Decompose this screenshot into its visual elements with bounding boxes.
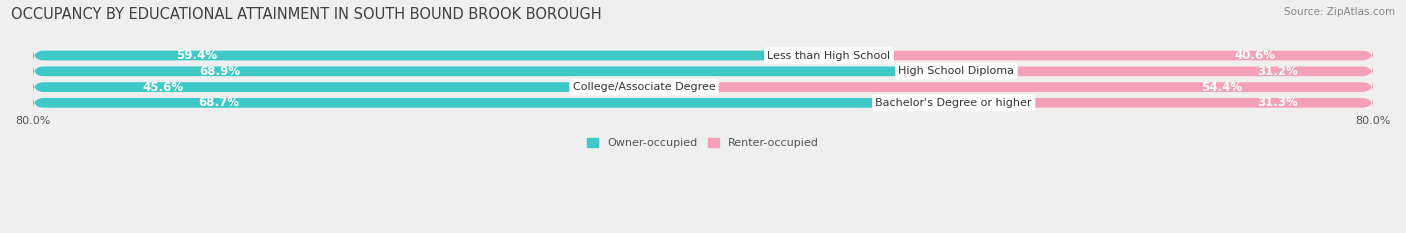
Text: Source: ZipAtlas.com: Source: ZipAtlas.com [1284,7,1395,17]
Text: 40.6%: 40.6% [1234,49,1275,62]
Text: High School Diploma: High School Diploma [898,66,1014,76]
FancyBboxPatch shape [32,48,830,63]
FancyBboxPatch shape [32,48,1374,63]
Text: 68.9%: 68.9% [200,65,240,78]
Text: College/Associate Degree: College/Associate Degree [572,82,716,92]
Text: Bachelor's Degree or higher: Bachelor's Degree or higher [876,98,1032,108]
FancyBboxPatch shape [644,79,1374,95]
Text: 59.4%: 59.4% [176,49,217,62]
Legend: Owner-occupied, Renter-occupied: Owner-occupied, Renter-occupied [586,138,820,148]
FancyBboxPatch shape [32,79,1374,95]
FancyBboxPatch shape [32,95,1374,111]
FancyBboxPatch shape [955,64,1374,79]
FancyBboxPatch shape [830,48,1374,63]
Text: OCCUPANCY BY EDUCATIONAL ATTAINMENT IN SOUTH BOUND BROOK BOROUGH: OCCUPANCY BY EDUCATIONAL ATTAINMENT IN S… [11,7,602,22]
Text: 54.4%: 54.4% [1201,81,1241,94]
FancyBboxPatch shape [32,64,1374,79]
Text: Less than High School: Less than High School [768,51,890,61]
FancyBboxPatch shape [32,95,953,111]
FancyBboxPatch shape [953,95,1374,111]
Text: 31.2%: 31.2% [1257,65,1298,78]
FancyBboxPatch shape [32,79,644,95]
Text: 68.7%: 68.7% [198,96,239,109]
Text: 31.3%: 31.3% [1257,96,1298,109]
Text: 45.6%: 45.6% [143,81,184,94]
FancyBboxPatch shape [32,64,956,79]
